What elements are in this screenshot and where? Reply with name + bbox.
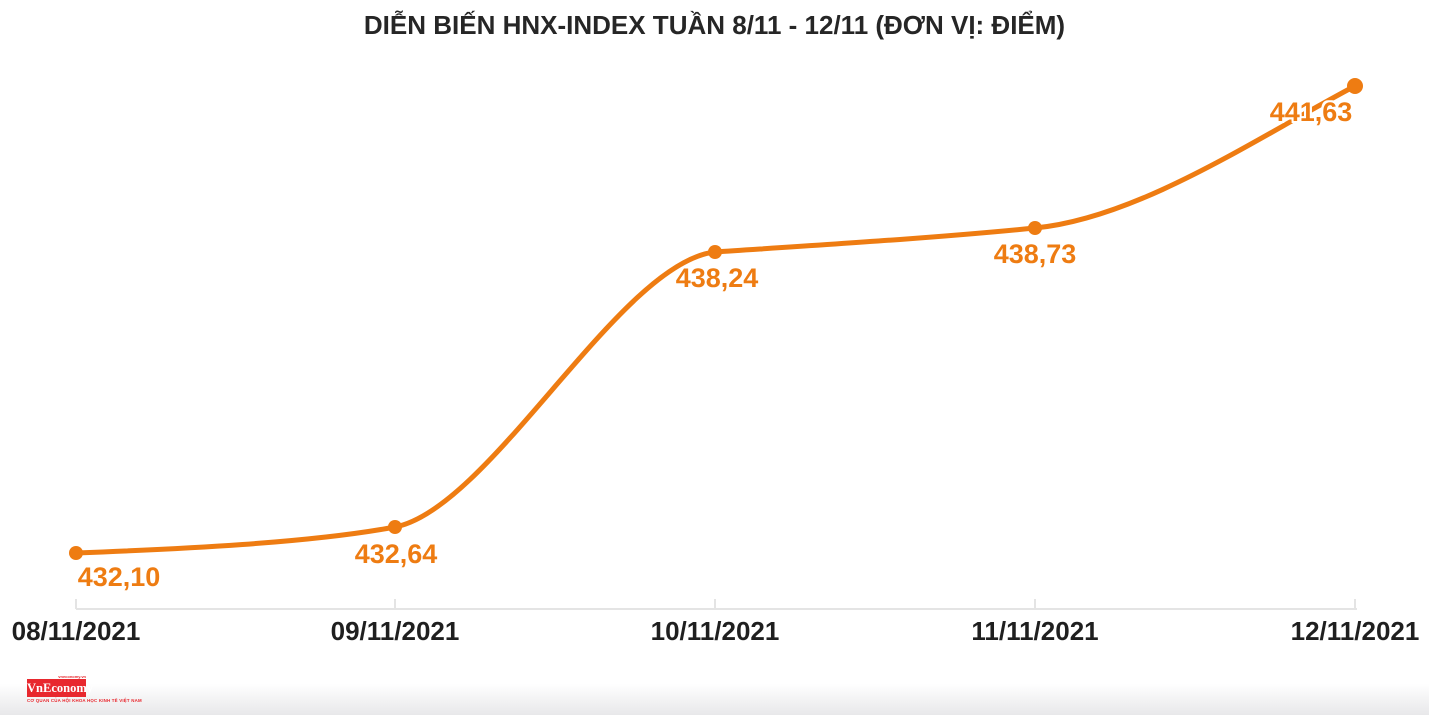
logo-top-text: vneconomy.vn (58, 674, 86, 679)
x-axis-label: 09/11/2021 (330, 616, 460, 646)
point-label: 432,64 (354, 539, 438, 569)
data-point-marker (1028, 221, 1042, 235)
data-point-marker (388, 520, 402, 534)
point-label: 438,73 (993, 239, 1077, 269)
x-axis-label: 11/11/2021 (971, 616, 1099, 646)
point-label: 438,24 (675, 263, 759, 293)
vneconomy-logo: vneconomy.vn VnEconomy CƠ QUAN CỦA HỘI K… (27, 674, 147, 704)
x-axis-label: 08/11/2021 (11, 616, 141, 646)
point-label: 432,10 (77, 562, 161, 592)
price-line (73, 83, 1358, 556)
data-point-marker (69, 546, 83, 560)
data-point-marker (708, 245, 722, 259)
bottom-gradient-strip (0, 684, 1429, 715)
data-point-marker (1347, 78, 1363, 94)
x-axis-label: 10/11/2021 (650, 616, 780, 646)
point-label: 441,63 (1269, 97, 1353, 127)
logo-box: VnEconomy (27, 679, 93, 697)
logo-text: VnEconomy (27, 681, 93, 695)
page-title: DIỄN BIẾN HNX-INDEX TUẦN 8/11 - 12/11 (Đ… (363, 10, 1066, 40)
logo-tagline: CƠ QUAN CỦA HỘI KHOA HỌC KINH TẾ VIỆT NA… (27, 698, 142, 703)
x-axis-label: 12/11/2021 (1290, 616, 1420, 646)
